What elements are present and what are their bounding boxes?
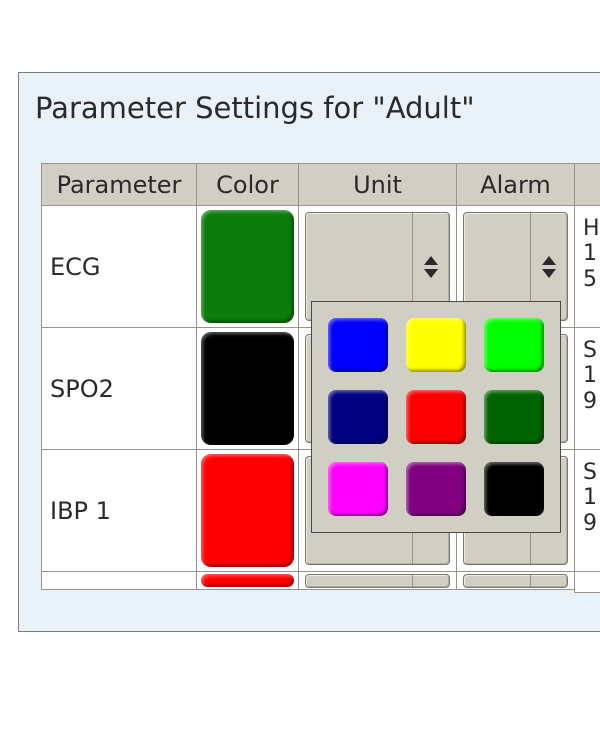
- color-swatch: [201, 332, 294, 445]
- color-cell[interactable]: [196, 206, 298, 328]
- param-name: ECG: [41, 206, 196, 328]
- col-header-parameter: Parameter: [41, 163, 196, 206]
- param-name: IBP 1: [41, 450, 196, 572]
- parameter-table: Parameter Color Unit Alarm ECG: [41, 163, 600, 590]
- color-option[interactable]: [484, 462, 544, 516]
- chevron-down-icon: [424, 269, 438, 278]
- color-option[interactable]: [406, 390, 466, 444]
- page-title: Parameter Settings for "Adult": [35, 91, 475, 125]
- alarm-cell: [456, 572, 574, 590]
- param-name: SPO2: [41, 328, 196, 450]
- color-option[interactable]: [328, 390, 388, 444]
- color-option[interactable]: [328, 462, 388, 516]
- stepper-arrows[interactable]: [413, 575, 449, 587]
- extra-cell: [574, 572, 600, 593]
- color-option[interactable]: [484, 390, 544, 444]
- settings-window: Parameter Settings for "Adult" Parameter…: [18, 72, 600, 632]
- col-header-extra: [574, 163, 600, 206]
- table-row: [41, 572, 600, 590]
- color-option[interactable]: [406, 462, 466, 516]
- extra-cell: S 1 9: [574, 328, 600, 450]
- color-option[interactable]: [406, 318, 466, 372]
- stepper-arrows[interactable]: [531, 575, 567, 587]
- param-name: [41, 572, 196, 590]
- chevron-down-icon: [542, 269, 556, 278]
- alarm-value: [464, 575, 531, 587]
- table-header-row: Parameter Color Unit Alarm: [41, 163, 600, 206]
- unit-value: [306, 575, 413, 587]
- alarm-stepper[interactable]: [463, 574, 568, 588]
- color-swatch: [201, 454, 294, 567]
- extra-cell: S 1 9: [574, 450, 600, 572]
- extra-cell: H 1 5: [574, 206, 600, 328]
- unit-stepper[interactable]: [305, 574, 450, 588]
- col-header-alarm: Alarm: [456, 163, 574, 206]
- color-swatch: [201, 574, 294, 587]
- color-option[interactable]: [484, 318, 544, 372]
- color-option[interactable]: [328, 318, 388, 372]
- chevron-up-icon: [542, 256, 556, 265]
- unit-cell: [298, 572, 456, 590]
- color-picker-popup[interactable]: [311, 301, 561, 533]
- color-swatch: [201, 210, 294, 323]
- col-header-color: Color: [196, 163, 298, 206]
- color-cell[interactable]: [196, 328, 298, 450]
- color-cell[interactable]: [196, 572, 298, 590]
- chevron-up-icon: [424, 256, 438, 265]
- color-cell[interactable]: [196, 450, 298, 572]
- col-header-unit: Unit: [298, 163, 456, 206]
